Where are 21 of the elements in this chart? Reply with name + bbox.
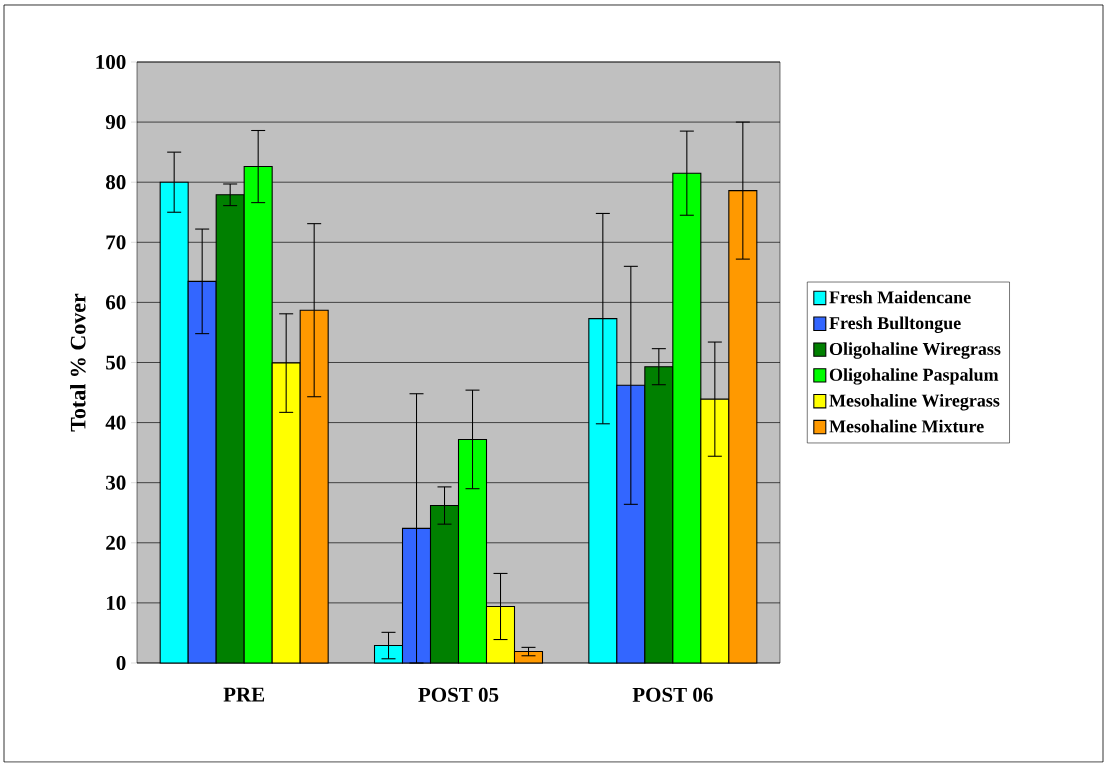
y-tick-label: 90 bbox=[105, 115, 126, 130]
x-tick-label: POST 05 bbox=[418, 687, 499, 702]
legend-label: Fresh Bulltongue bbox=[829, 316, 961, 333]
x-tick-label: PRE bbox=[223, 687, 265, 702]
legend-label: Fresh Maidencane bbox=[829, 290, 971, 304]
legend-label: Mesohaline Mixture bbox=[829, 419, 984, 433]
y-tick-label: 40 bbox=[105, 415, 126, 430]
y-tick-label: 30 bbox=[106, 475, 126, 490]
legend-label: Oligohaline Wiregrass bbox=[829, 342, 1001, 359]
y-tick-label: 50 bbox=[106, 355, 126, 370]
legend-label: Mesohaline Wiregrass bbox=[829, 393, 1000, 411]
y-tick-label: 20 bbox=[106, 535, 126, 550]
legend-label: Oligohaline Paspalum bbox=[829, 368, 999, 385]
y-tick-label: 0 bbox=[116, 655, 126, 671]
y-axis-title: Total % Cover bbox=[70, 293, 86, 432]
y-tick-label: 60 bbox=[106, 295, 126, 310]
y-tick-label: 10 bbox=[106, 595, 126, 610]
x-tick-label: POST 06 bbox=[632, 687, 713, 702]
y-tick-label: 80 bbox=[105, 175, 126, 190]
y-tick-label: 100 bbox=[96, 54, 126, 70]
y-tick-label: 70 bbox=[106, 235, 126, 250]
